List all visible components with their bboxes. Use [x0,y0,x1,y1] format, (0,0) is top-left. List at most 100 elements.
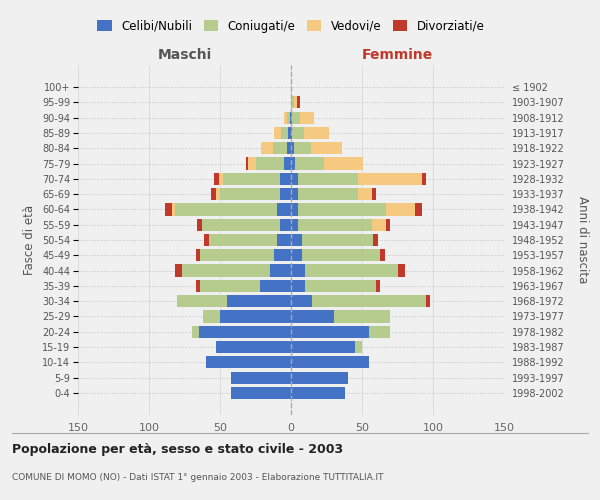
Bar [291,188,298,200]
Bar [291,142,342,154]
Bar [216,341,291,353]
Bar [291,356,369,368]
Bar [260,280,291,292]
Bar [291,280,305,292]
Bar [196,249,291,262]
Bar [232,372,291,384]
Bar [291,356,369,368]
Text: Femmine: Femmine [362,48,433,62]
Bar [291,310,391,322]
Bar [216,341,291,353]
Bar [191,326,291,338]
Bar [227,295,291,308]
Bar [291,387,345,399]
Bar [277,234,291,246]
Bar [291,127,292,139]
Bar [291,127,329,139]
Bar [291,264,404,276]
Bar [291,356,369,368]
Bar [291,310,391,322]
Bar [291,188,372,200]
Bar [182,264,291,276]
Bar [191,326,291,338]
Bar [291,295,426,308]
Bar [284,112,291,124]
Bar [291,158,295,170]
Bar [220,188,291,200]
Bar [200,280,291,292]
Bar [274,249,291,262]
Bar [291,158,364,170]
Bar [274,127,291,139]
Bar [218,172,291,185]
Bar [291,341,362,353]
Bar [291,142,342,154]
Bar [291,81,292,93]
Bar [291,127,329,139]
Bar [232,387,291,399]
Bar [182,264,291,276]
Bar [206,356,291,368]
Bar [291,372,348,384]
Bar [290,112,291,124]
Bar [175,204,291,216]
Bar [291,280,380,292]
Bar [291,172,358,185]
Bar [291,372,348,384]
Bar [291,280,376,292]
Bar [277,204,291,216]
Bar [172,204,291,216]
Bar [202,218,291,231]
Bar [291,326,391,338]
Bar [291,280,376,292]
Bar [200,249,291,262]
Bar [287,112,291,124]
Bar [280,188,291,200]
Bar [199,326,291,338]
Bar [248,158,291,170]
Bar [291,188,376,200]
Bar [291,142,311,154]
Bar [216,341,291,353]
Bar [291,218,298,231]
Bar [291,142,294,154]
Bar [291,295,426,308]
Text: Maschi: Maschi [157,48,212,62]
Text: COMUNE DI MOMO (NO) - Dati ISTAT 1° gennaio 2003 - Elaborazione TUTTITALIA.IT: COMUNE DI MOMO (NO) - Dati ISTAT 1° genn… [12,472,383,482]
Bar [232,387,291,399]
Bar [203,310,291,322]
Bar [291,234,302,246]
Bar [291,249,385,262]
Bar [196,280,291,292]
Bar [284,112,291,124]
Bar [291,204,298,216]
Bar [291,387,345,399]
Bar [291,218,386,231]
Bar [287,142,291,154]
Bar [291,96,296,108]
Bar [291,326,391,338]
Bar [203,310,291,322]
Bar [291,218,391,231]
Bar [291,112,314,124]
Bar [291,341,362,353]
Bar [291,295,430,308]
Bar [291,295,313,308]
Bar [291,112,292,124]
Bar [280,218,291,231]
Bar [197,218,291,231]
Legend: Celibi/Nubili, Coniugati/e, Vedovi/e, Divorziati/e: Celibi/Nubili, Coniugati/e, Vedovi/e, Di… [92,15,490,38]
Bar [216,188,291,200]
Bar [245,158,291,170]
Bar [202,218,291,231]
Bar [291,264,305,276]
Bar [291,326,391,338]
Bar [291,158,364,170]
Bar [284,158,291,170]
Bar [291,204,415,216]
Bar [291,249,380,262]
Bar [291,310,334,322]
Bar [175,264,291,276]
Bar [291,341,362,353]
Bar [291,234,373,246]
